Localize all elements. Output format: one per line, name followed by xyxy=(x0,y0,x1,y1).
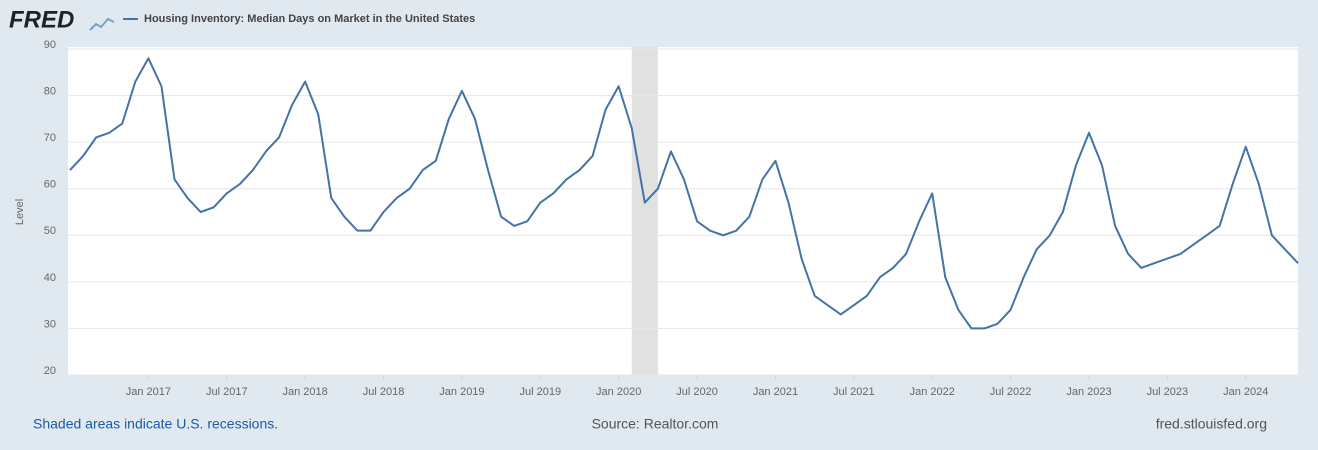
y-tick-label: 80 xyxy=(44,85,56,97)
y-tick-label: 50 xyxy=(44,225,56,237)
x-tick-label: Jan 2019 xyxy=(439,386,484,398)
x-tick-label: Jul 2019 xyxy=(520,386,562,398)
y-tick-label: 60 xyxy=(44,179,56,191)
recession-note[interactable]: Shaded areas indicate U.S. recessions. xyxy=(33,416,278,432)
x-tick-label: Jan 2018 xyxy=(283,386,328,398)
x-tick-label: Jan 2021 xyxy=(753,386,798,398)
x-tick-label: Jul 2017 xyxy=(206,386,248,398)
y-tick-label: 30 xyxy=(44,318,56,330)
x-tick-label: Jul 2021 xyxy=(833,386,875,398)
x-tick-label: Jul 2023 xyxy=(1147,386,1189,398)
x-tick-label: Jan 2020 xyxy=(596,386,641,398)
x-tick-label: Jan 2022 xyxy=(910,386,955,398)
data-line xyxy=(69,57,1299,330)
y-axis-label: Level xyxy=(14,199,26,225)
x-tick-label: Jul 2020 xyxy=(676,386,718,398)
x-tick-label: Jul 2018 xyxy=(363,386,405,398)
x-tick-label: Jul 2022 xyxy=(990,386,1032,398)
logo[interactable]: FRED xyxy=(9,6,74,33)
y-tick-label: 90 xyxy=(44,39,56,51)
plot-area xyxy=(68,47,1298,375)
source: Source: Realtor.com xyxy=(592,416,719,432)
y-tick-label: 40 xyxy=(44,272,56,284)
x-tick-label: Jan 2023 xyxy=(1066,386,1111,398)
x-tick-label: Jan 2024 xyxy=(1223,386,1268,398)
x-tick-label: Jan 2017 xyxy=(126,386,171,398)
recession-band xyxy=(631,47,658,375)
y-tick-label: 70 xyxy=(44,132,56,144)
site[interactable]: fred.stlouisfed.org xyxy=(1156,416,1267,432)
legend-label: Housing Inventory: Median Days on Market… xyxy=(144,13,475,25)
y-tick-label: 20 xyxy=(44,365,56,377)
logo-icon xyxy=(89,17,115,31)
